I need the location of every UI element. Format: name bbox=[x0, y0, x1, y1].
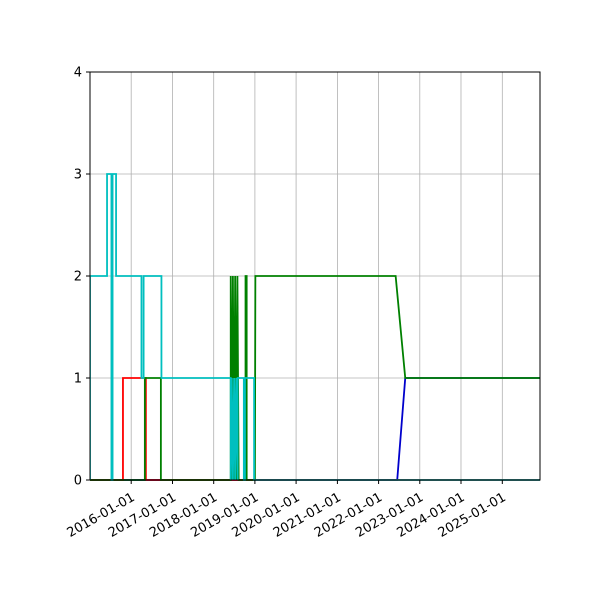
y-tick-label: 1 bbox=[74, 372, 82, 387]
y-tick-label: 0 bbox=[74, 474, 82, 489]
y-tick-label: 2 bbox=[74, 270, 82, 285]
y-tick-label: 3 bbox=[74, 168, 82, 183]
y-tick-label: 4 bbox=[74, 66, 82, 81]
y-axis-ticks: 0 1 2 3 4 bbox=[74, 66, 90, 489]
